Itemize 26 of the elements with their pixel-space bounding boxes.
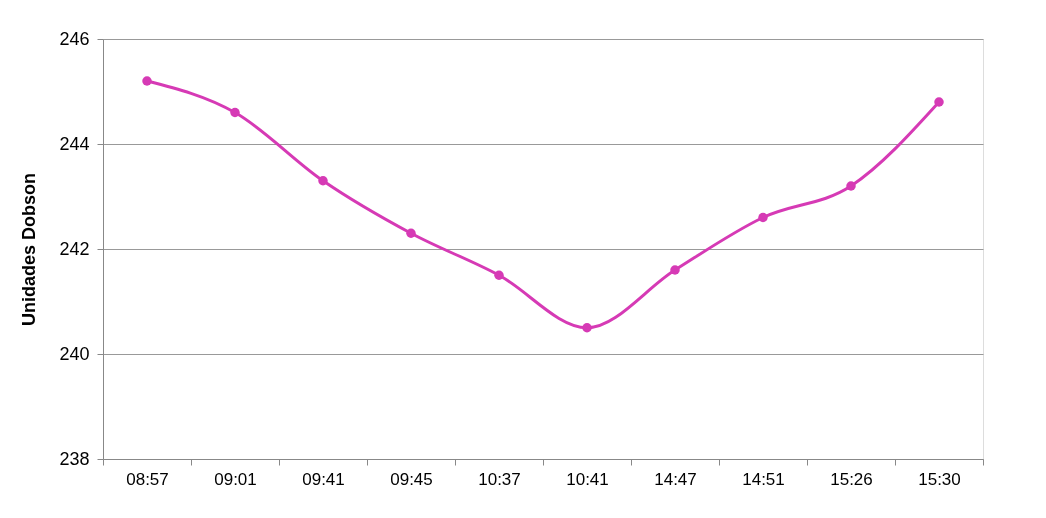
y-tick-label: 238 — [59, 448, 90, 469]
point — [582, 323, 592, 333]
point — [758, 212, 768, 223]
y-axis-title: Unidades Dobson — [19, 172, 40, 327]
x-tick-label: 14:51 — [742, 469, 785, 489]
point — [670, 265, 680, 275]
point — [406, 228, 416, 238]
point — [142, 76, 152, 86]
y-tick-label: 246 — [59, 28, 90, 49]
point — [318, 176, 328, 186]
x-tick-label: 14:47 — [654, 469, 697, 489]
x-tick-label: 09:45 — [390, 469, 433, 489]
point — [230, 107, 240, 118]
y-tick-label: 240 — [59, 343, 90, 364]
point — [934, 97, 944, 107]
y-tick-label: 244 — [59, 133, 90, 154]
x-tick-label: 10:37 — [478, 469, 521, 489]
point — [494, 270, 504, 280]
x-tick-label: 09:41 — [302, 469, 345, 489]
x-tick-label: 15:30 — [918, 469, 961, 489]
y-tick-label: 242 — [59, 238, 90, 259]
x-tick-label: 10:41 — [566, 469, 609, 489]
x-tick-label: 09:01 — [214, 469, 257, 489]
x-tick-label: 08:57 — [126, 469, 169, 489]
x-tick-label: 15:26 — [830, 469, 873, 489]
point — [846, 181, 856, 191]
